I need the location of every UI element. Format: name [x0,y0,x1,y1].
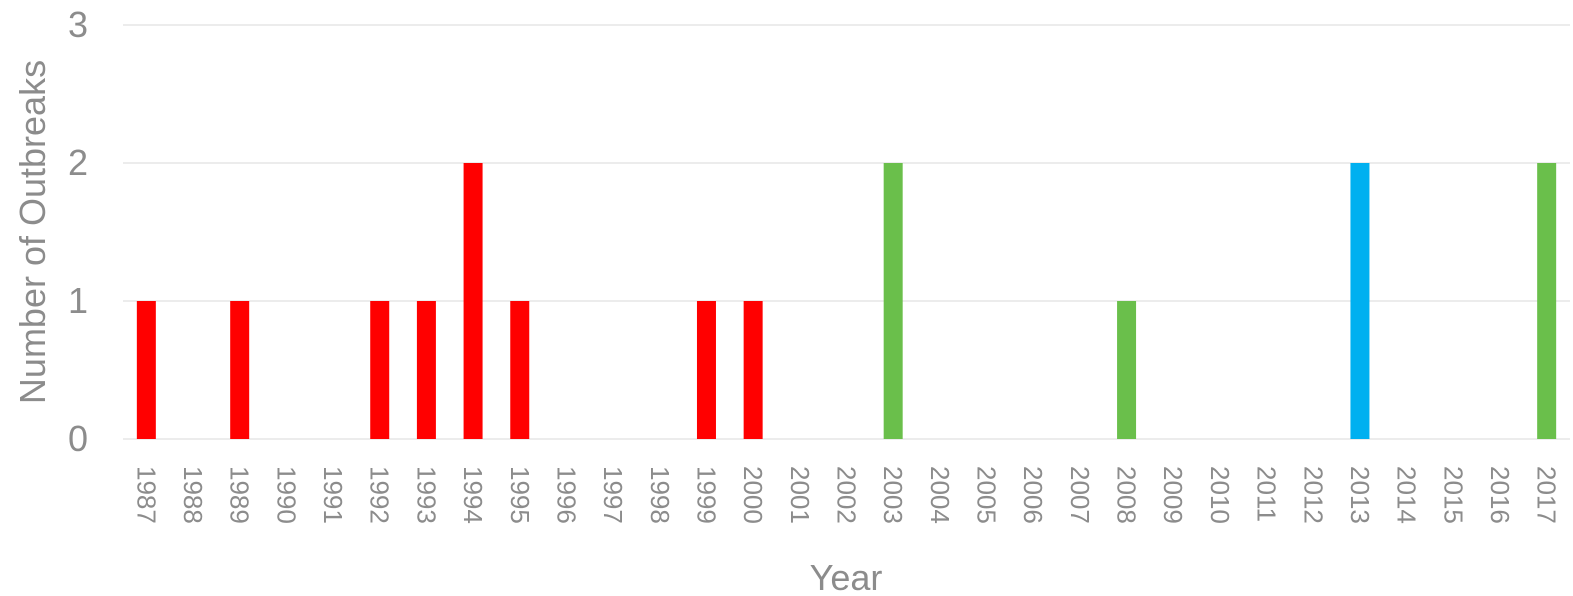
x-tick-label: 2007 [1065,466,1095,524]
x-tick-label: 2012 [1298,466,1328,524]
bar-2008 [1117,301,1137,439]
x-tick-label: 2015 [1438,466,1468,524]
x-tick-label: 1995 [505,466,535,524]
x-tick-label: 2009 [1158,466,1188,524]
bar-2017 [1537,163,1557,439]
bars [136,163,1557,439]
x-tick-label: 2016 [1485,466,1515,524]
y-tick-label: 2 [68,142,88,183]
x-axis-ticks: 1987 1988 1989 1990 1991 1992 1993 1994 1995 1996… [131,466,1561,524]
x-tick-label: 1997 [598,466,628,524]
bar-1989 [230,301,250,439]
y-axis-title: Number of Outbreaks [12,60,53,404]
bar-1993 [416,301,436,439]
x-tick-label: 2010 [1205,466,1235,524]
bar-1999 [696,301,716,439]
x-tick-label: 2005 [972,466,1002,524]
x-tick-label: 1996 [551,466,581,524]
x-tick-label: 1993 [411,466,441,524]
x-tick-label: 1998 [645,466,675,524]
bar-2000 [743,301,763,439]
x-tick-label: 1989 [225,466,255,524]
x-tick-label: 1992 [365,466,395,524]
bar-1987 [136,301,156,439]
x-tick-label: 1991 [318,466,348,524]
bar-1995 [510,301,530,439]
x-tick-label: 2004 [925,466,955,524]
x-tick-label: 2017 [1532,466,1562,524]
bar-2003 [883,163,903,439]
y-tick-label: 3 [68,4,88,45]
y-tick-label: 0 [68,418,88,459]
bar-1994 [463,163,483,439]
x-tick-label: 2006 [1018,466,1048,524]
x-tick-label: 1988 [178,466,208,524]
x-tick-label: 1994 [458,466,488,524]
x-axis-title: Year [810,557,883,596]
bar-2013 [1350,163,1370,439]
x-tick-label: 1990 [271,466,301,524]
y-axis-ticks: 0 1 2 3 [68,4,88,459]
x-tick-label: 2014 [1392,466,1422,524]
y-tick-label: 1 [68,280,88,321]
gridlines [123,24,1570,440]
x-tick-label: 2001 [785,466,815,524]
x-tick-label: 2002 [832,466,862,524]
x-tick-label: 2000 [738,466,768,524]
x-tick-label: 2013 [1345,466,1375,524]
x-tick-label: 2011 [1252,466,1282,522]
x-tick-label: 2008 [1112,466,1142,524]
bar-1992 [370,301,390,439]
x-tick-label: 1987 [131,466,161,524]
x-tick-label: 2003 [878,466,908,524]
x-tick-label: 1999 [691,466,721,524]
